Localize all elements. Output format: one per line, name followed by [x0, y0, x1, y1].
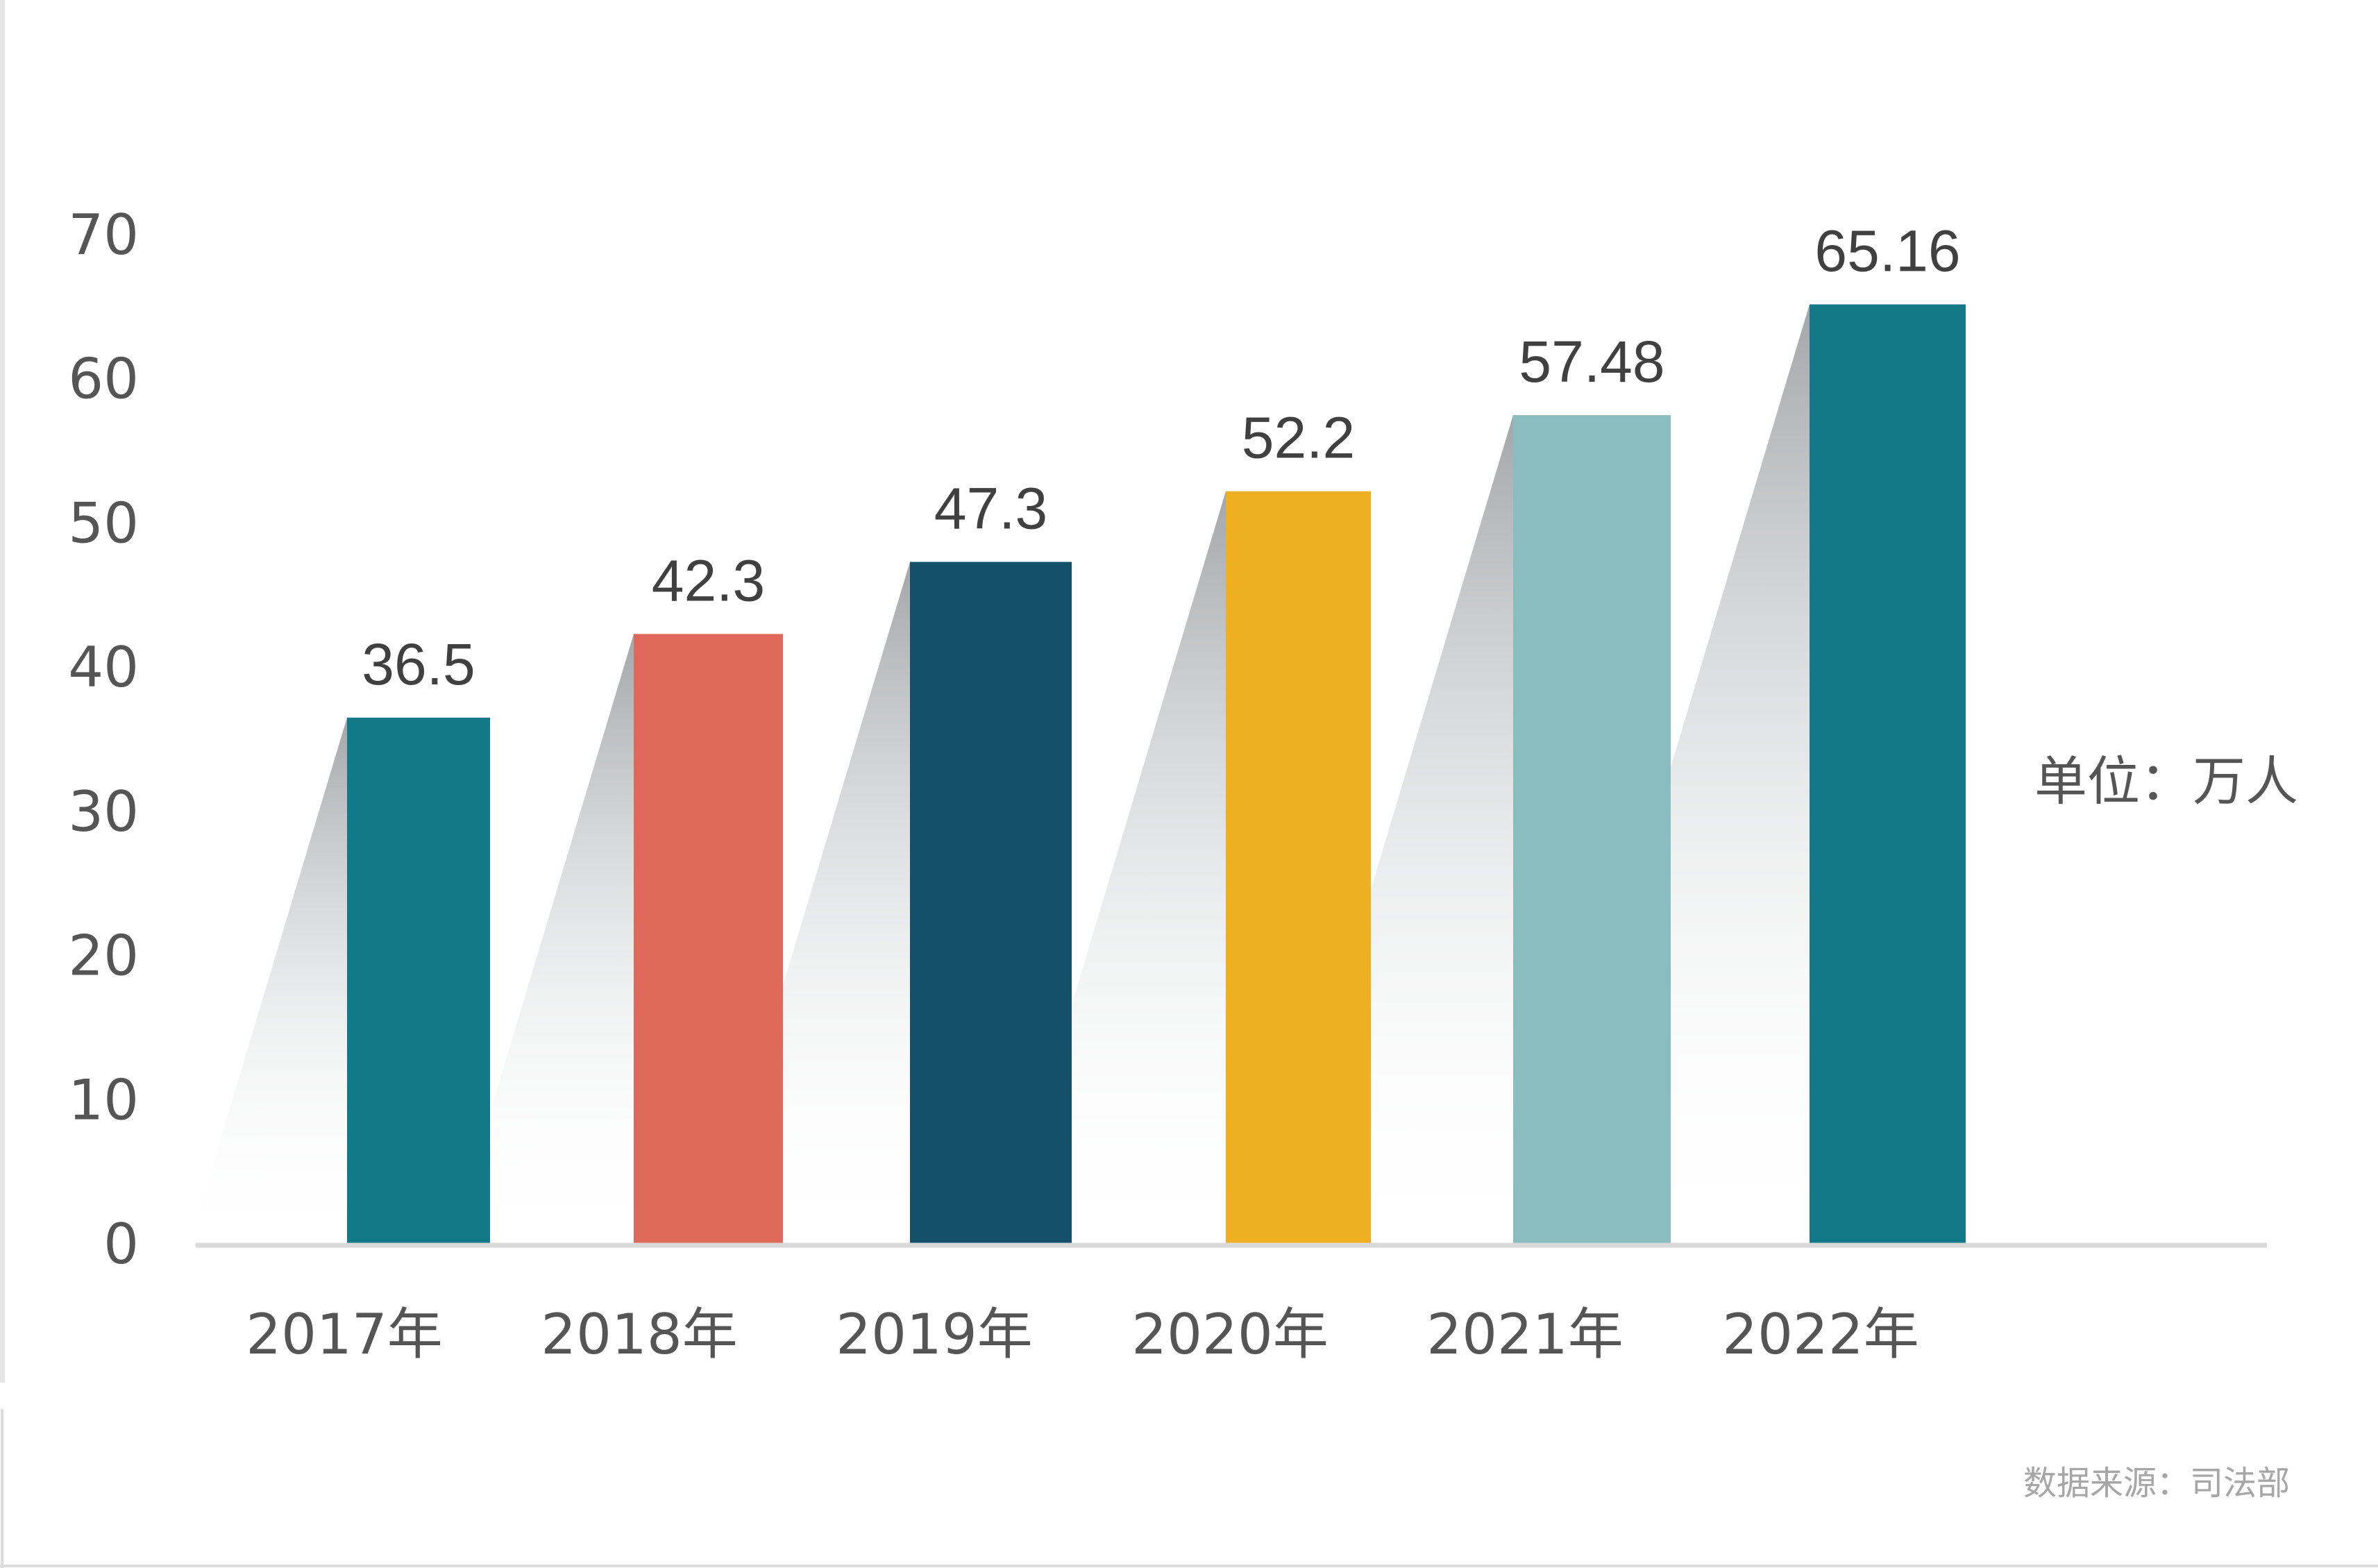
y-tick-label: 10	[68, 1068, 139, 1132]
y-tick-label: 30	[68, 779, 139, 844]
bar-value-label: 57.48	[1519, 329, 1664, 394]
bar-value-label: 65.16	[1814, 219, 1960, 284]
bar-value-label: 36.5	[362, 632, 475, 697]
y-tick-label: 40	[68, 635, 139, 700]
bar	[1513, 415, 1671, 1244]
x-axis-ticks: 2017年 2018年 2019年 2020年 2021年 2022年	[246, 1302, 1919, 1367]
y-tick-label: 20	[68, 924, 139, 988]
panel-separator	[0, 1383, 2378, 1409]
bar	[1226, 491, 1371, 1244]
y-axis-ticks: 0 10 20 30 40 50 60 70	[68, 203, 139, 1276]
bars	[347, 304, 1966, 1245]
plot-panel-left-edge	[0, 0, 5, 1383]
bar-shadow	[189, 717, 347, 1244]
unit-label: 单位：万人	[2034, 750, 2298, 812]
bar-value-label: 47.3	[934, 476, 1048, 541]
x-tick-label: 2019年	[836, 1302, 1033, 1367]
data-labels: 36.5 42.3 47.3 52.2 57.48 65.16	[362, 219, 1960, 697]
y-tick-label: 60	[68, 347, 139, 412]
bar	[634, 634, 783, 1244]
bar	[910, 562, 1072, 1244]
y-tick-label: 70	[68, 203, 139, 267]
bar-value-label: 52.2	[1242, 405, 1356, 471]
bar-shadow	[450, 634, 634, 1244]
y-tick-label: 50	[68, 491, 139, 555]
source-label: 数据来源：司法部	[2023, 1464, 2290, 1503]
bar-shadow	[705, 562, 910, 1244]
x-tick-label: 2017年	[246, 1302, 443, 1367]
bar-value-label: 42.3	[652, 548, 766, 613]
x-tick-label: 2021年	[1426, 1302, 1624, 1367]
x-tick-label: 2018年	[541, 1302, 738, 1367]
bar-shadow	[1000, 491, 1226, 1244]
bar	[1810, 304, 1966, 1245]
x-tick-label: 2022年	[1722, 1302, 1919, 1367]
bar	[347, 717, 490, 1244]
x-tick-label: 2020年	[1131, 1302, 1329, 1367]
y-tick-label: 0	[103, 1212, 139, 1276]
